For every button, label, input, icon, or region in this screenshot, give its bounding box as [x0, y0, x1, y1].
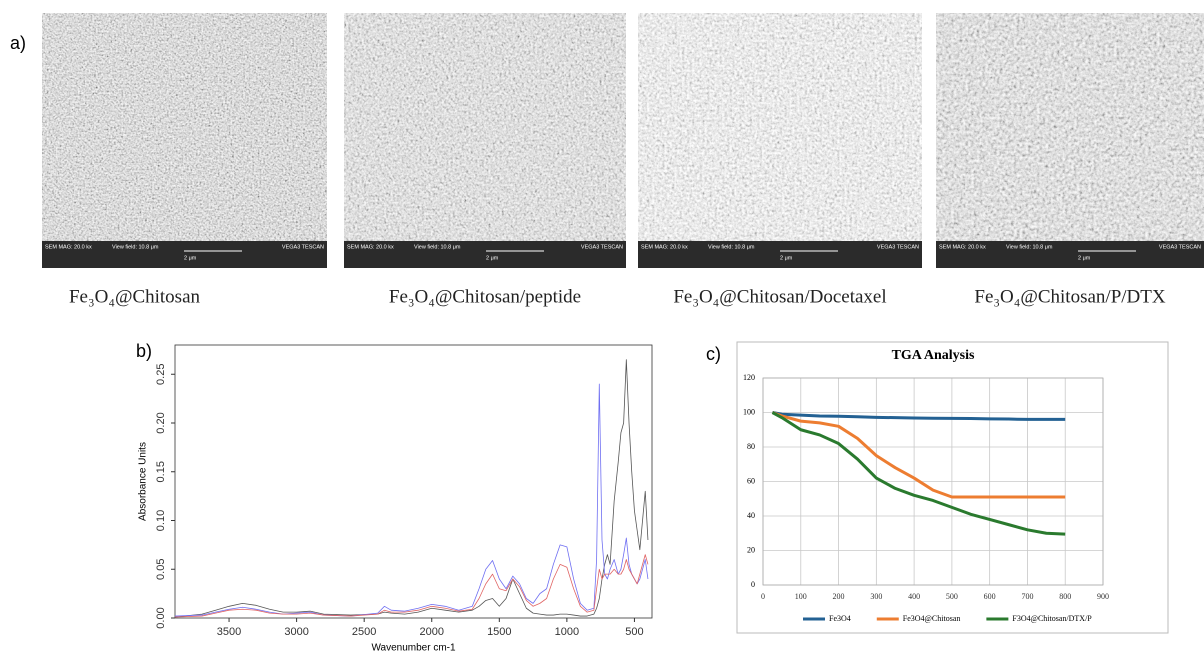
sem-image	[344, 13, 626, 268]
legend-label: F3O4@Chitosan/DTX/P	[1012, 614, 1092, 623]
y-tick-label: 0.00	[155, 607, 167, 628]
plot-frame	[175, 345, 652, 618]
sem-caption: Fe₃O₄@Chitosan	[69, 286, 201, 307]
y-tick-label: 60	[747, 476, 755, 485]
legend-label: Fe3O4	[829, 614, 851, 623]
x-tick-label: 600	[984, 592, 996, 601]
sem-image	[638, 13, 922, 268]
sem-mag: SEM MAG: 20.0 kx	[45, 244, 92, 250]
panel-label: b)	[136, 341, 152, 361]
sem-scale: 2 μm	[1078, 255, 1091, 261]
y-axis-title: Absorbance Units	[138, 442, 149, 521]
y-tick-label: 100	[743, 407, 755, 416]
sem-scale: 2 μm	[486, 255, 499, 261]
x-tick-label: 300	[870, 592, 882, 601]
chart-title: TGA Analysis	[892, 348, 975, 363]
legend-label: Fe3O4@Chitosan	[903, 614, 961, 623]
x-tick-label: 1500	[487, 626, 511, 638]
x-tick-label: 2500	[352, 626, 376, 638]
x-tick-label: 800	[1059, 592, 1071, 601]
x-tick-label: 0	[761, 592, 765, 601]
x-axis-title: Wavenumber cm-1	[371, 643, 456, 654]
y-tick-label: 120	[743, 373, 755, 382]
sem-scale: 2 μm	[780, 255, 793, 261]
x-tick-label: 3000	[284, 626, 308, 638]
x-tick-label: 500	[946, 592, 958, 601]
y-tick-label: 0.15	[155, 461, 167, 482]
y-tick-label: 0.25	[155, 364, 167, 385]
x-tick-label: 500	[625, 626, 643, 638]
figure: a) b) c) SEM MAG: 20.0 kx View field: 10.…	[0, 0, 1204, 657]
sem-brand: VEGA3 TESCAN	[581, 244, 623, 250]
sem-field: View field: 10.8 μm	[414, 244, 461, 250]
sem-mag: SEM MAG: 20.0 kx	[347, 244, 394, 250]
sem-brand: VEGA3 TESCAN	[1159, 244, 1201, 250]
y-tick-label: 0.20	[155, 412, 167, 433]
x-tick-label: 3500	[217, 626, 241, 638]
x-tick-label: 100	[795, 592, 807, 601]
sem-brand: VEGA3 TESCAN	[282, 244, 324, 250]
sem-mag: SEM MAG: 20.0 kx	[641, 244, 688, 250]
y-tick-label: 80	[747, 442, 755, 451]
x-tick-label: 900	[1097, 592, 1109, 601]
sem-mag: SEM MAG: 20.0 kx	[939, 244, 986, 250]
x-tick-label: 2000	[420, 626, 444, 638]
sem-field: View field: 10.8 μm	[112, 244, 159, 250]
sem-field: View field: 10.8 μm	[1006, 244, 1053, 250]
sem-brand: VEGA3 TESCAN	[877, 244, 919, 250]
series-line	[175, 384, 648, 616]
y-tick-label: 40	[747, 511, 755, 520]
y-tick-label: 0	[751, 580, 755, 589]
sem-image	[42, 13, 327, 268]
sem-scale: 2 μm	[184, 255, 197, 261]
y-tick-label: 0.05	[155, 559, 167, 580]
sem-image	[936, 13, 1204, 268]
sem-field: View field: 10.8 μm	[708, 244, 755, 250]
x-tick-label: 200	[833, 592, 845, 601]
sem-caption: Fe₃O₄@Chitosan/P/DTX	[974, 286, 1165, 307]
x-tick-label: 400	[908, 592, 920, 601]
panel-label: a)	[10, 33, 26, 53]
sem-caption: Fe₃O₄@Chitosan/peptide	[389, 286, 581, 307]
series-line	[175, 360, 648, 617]
panel-label: c)	[706, 344, 721, 364]
x-tick-label: 700	[1021, 592, 1033, 601]
y-tick-label: 0.10	[155, 510, 167, 531]
y-tick-label: 20	[747, 545, 755, 554]
sem-caption: Fe₃O₄@Chitosan/Docetaxel	[673, 286, 886, 307]
x-tick-label: 1000	[555, 626, 579, 638]
